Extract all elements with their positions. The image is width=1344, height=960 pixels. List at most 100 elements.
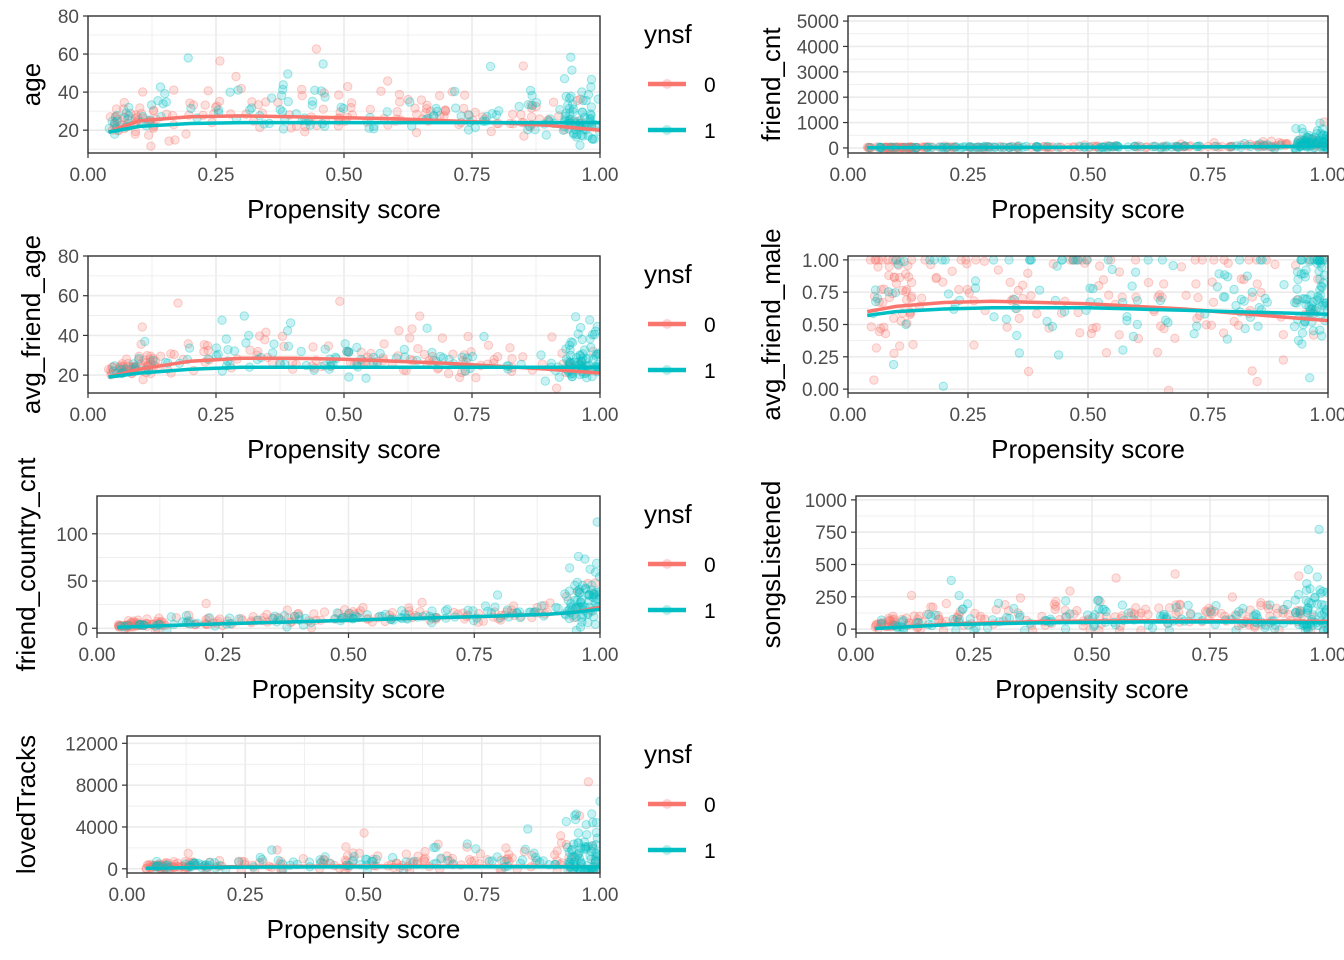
scatter-point: [403, 94, 413, 105]
scatter-point: [979, 256, 990, 266]
scatter-point: [411, 127, 422, 138]
x-tick-label: 0.50: [1070, 405, 1107, 426]
scatter-point: [573, 828, 584, 838]
y-tick-label: 60: [58, 287, 79, 308]
scatter-point: [576, 595, 587, 605]
scatter-point: [564, 563, 575, 573]
scatter-point: [354, 848, 364, 858]
scatter-point: [566, 52, 576, 62]
scatter-point: [1049, 599, 1059, 609]
scatter-point: [318, 854, 329, 865]
scatter-point: [586, 110, 596, 121]
scatter-point: [1312, 126, 1323, 136]
scatter-point: [901, 269, 911, 279]
scatter-point: [170, 135, 180, 145]
scatter-point: [577, 353, 588, 364]
scatter-point: [1117, 600, 1128, 610]
scatter-point: [309, 609, 319, 619]
scatter-point: [559, 74, 570, 84]
scatter-point: [1032, 309, 1042, 319]
legend-label: 1: [704, 600, 716, 623]
scatter-point: [470, 107, 480, 118]
scatter-point: [225, 87, 235, 97]
scatter-point: [897, 285, 908, 296]
scatter-point: [970, 608, 980, 619]
scatter-point: [1302, 133, 1312, 143]
scatter-point: [1305, 584, 1315, 594]
scatter-point: [121, 108, 131, 118]
scatter-point: [1050, 604, 1060, 614]
scatter-point: [1315, 285, 1325, 295]
scatter-point: [1299, 269, 1309, 279]
scatter-point: [1212, 282, 1223, 292]
scatter-point: [1260, 293, 1270, 304]
scatter-point: [1156, 321, 1166, 331]
scatter-point: [577, 107, 588, 117]
scatter-point: [1018, 280, 1028, 290]
scatter-point: [514, 101, 524, 112]
scatter-point: [565, 108, 575, 119]
scatter-point: [1315, 585, 1325, 595]
scatter-point: [1209, 256, 1219, 265]
scatter-point: [574, 848, 584, 858]
scatter-point: [153, 96, 163, 106]
scatter-point: [1131, 292, 1141, 302]
scatter-point: [392, 107, 402, 117]
scatter-point: [1316, 588, 1326, 598]
scatter-point: [551, 383, 562, 393]
scatter-point: [1290, 260, 1301, 270]
scatter-point: [255, 852, 265, 863]
scatter-point: [1244, 256, 1254, 265]
scatter-point: [1312, 258, 1322, 268]
x-axis-title: Propensity score: [991, 194, 1185, 224]
scatter-point: [344, 347, 354, 357]
scatter-point: [572, 129, 582, 140]
scatter-point: [415, 311, 425, 321]
scatter-point: [1301, 595, 1311, 605]
scatter-point: [586, 82, 596, 92]
scatter-point: [1060, 605, 1070, 615]
scatter-point: [1181, 290, 1191, 300]
scatter-point: [878, 297, 888, 308]
scatter-points: [104, 44, 600, 151]
scatter-point: [459, 350, 469, 360]
scatter-point: [1297, 339, 1307, 349]
scatter-point: [486, 126, 496, 137]
scatter-point: [123, 616, 134, 626]
scatter-point: [164, 136, 174, 146]
scatter-point: [346, 102, 356, 113]
scatter-point: [591, 558, 600, 568]
scatter-point: [1190, 256, 1200, 265]
scatter-point: [586, 854, 596, 864]
scatter-point: [1297, 124, 1307, 134]
scatter-point: [185, 98, 195, 108]
scatter-point: [1308, 610, 1318, 620]
scatter-point: [1209, 606, 1220, 617]
scatter-point: [1027, 625, 1038, 633]
scatter-point: [115, 362, 126, 372]
scatter-point: [1122, 312, 1132, 322]
scatter-point: [112, 110, 122, 121]
x-tick-label: 0.25: [198, 165, 235, 186]
scatter-point: [1170, 333, 1180, 343]
scatter-point: [569, 595, 580, 606]
scatter-point: [1159, 609, 1169, 620]
scatter-point: [925, 256, 935, 265]
scatter-point: [1319, 133, 1328, 143]
scatter-point: [589, 589, 599, 599]
scatter-point: [221, 334, 232, 344]
scatter-point: [1140, 604, 1151, 614]
chart-panel-age: 0.00 0.25 0.50 0.75 1.00 20 40 60 80 Propensity s…: [16, 7, 716, 224]
scatter-point: [1161, 315, 1171, 325]
scatter-point: [492, 590, 503, 600]
y-axis-title: avg_friend_male: [756, 228, 786, 420]
chart-panel-friend_cnt: 0.00 0.25 0.50 0.75 1.00 0 1000 2000 3000 4000 500…: [756, 12, 1344, 224]
scatter-point: [475, 849, 486, 859]
scatter-point: [112, 116, 122, 127]
scatter-point: [1292, 284, 1302, 294]
scatter-point: [902, 285, 912, 295]
scatter-point: [1191, 279, 1201, 289]
scatter-point: [571, 312, 581, 322]
scatter-point: [947, 266, 957, 276]
scatter-point: [969, 625, 979, 633]
